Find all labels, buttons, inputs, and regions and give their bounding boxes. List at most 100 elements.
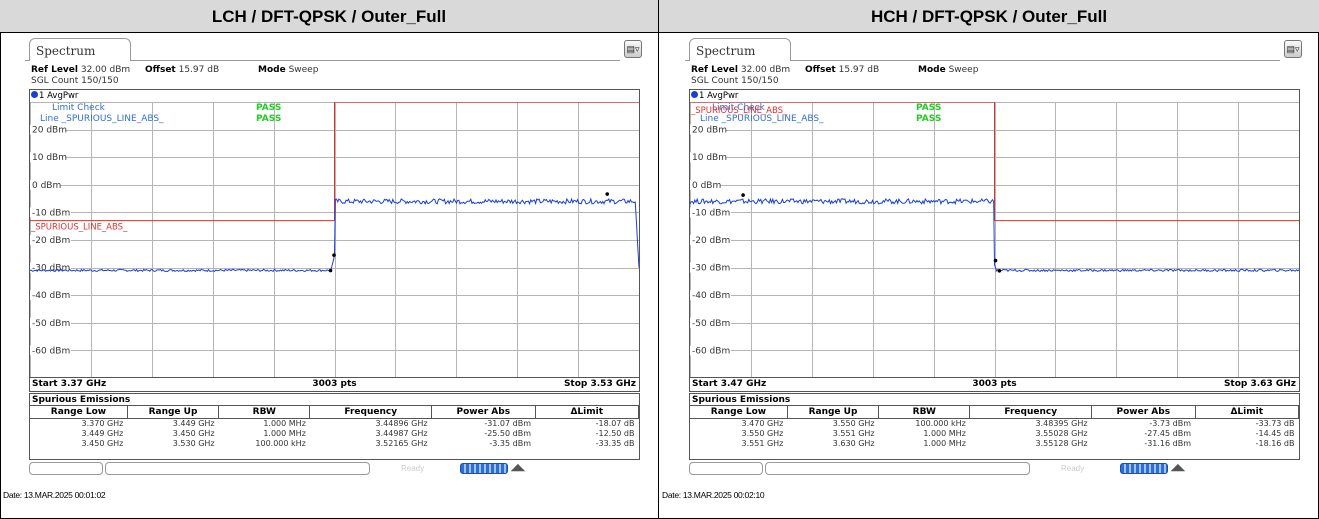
tab-divider bbox=[685, 60, 689, 61]
column-header: RBW bbox=[878, 406, 971, 419]
panel-left: LCH / DFT-QPSK / Outer_Full Spectrum ▤▿ … bbox=[0, 0, 659, 519]
table-row: 3.550 GHz 3.551 GHz 1.000 MHz 3.55028 GHz -2… bbox=[690, 429, 1299, 439]
table-row: 3.470 GHz 3.550 GHz 100.000 kHz 3.48395 GHz… bbox=[690, 418, 1299, 429]
table-cell: -3.35 dBm bbox=[489, 438, 532, 448]
table-cell: 3.550 GHz bbox=[741, 428, 784, 438]
progress-bar bbox=[1120, 463, 1168, 474]
peak-marker bbox=[328, 268, 333, 273]
table-cell: -33.35 dB bbox=[595, 438, 635, 448]
y-tick-label: 0 dBm bbox=[692, 181, 721, 191]
table-cell: -12.50 dB bbox=[595, 428, 635, 438]
limit-line-name: _SPURIOUS_LINE_ABS_ bbox=[30, 223, 128, 233]
table-cell: -18.16 dB bbox=[1255, 438, 1295, 448]
table-cell: 3.550 GHz bbox=[832, 418, 875, 428]
settings-dropdown-icon[interactable]: ▤▿ bbox=[1284, 40, 1302, 58]
measuring-icon: ◢◣ bbox=[511, 462, 525, 472]
sgl-count: SGL Count 150/150 bbox=[31, 76, 119, 86]
column-header: ΔLimit bbox=[1195, 406, 1300, 419]
spurious-emissions-table: Spurious Emissions Range Low Range Up RBW F… bbox=[689, 393, 1300, 460]
trace-label-text: 1 AvgPwr bbox=[699, 91, 739, 101]
column-header: RBW bbox=[218, 406, 311, 419]
ref-level-label: Ref Level bbox=[31, 65, 78, 75]
status-ready: Ready bbox=[401, 464, 425, 473]
y-tick-label: -30 dBm bbox=[32, 264, 70, 274]
limit-check-label: Limit Check bbox=[52, 103, 106, 113]
measurement-info: Ref Level 32.00 dBm Offset 15.97 dB Mode… bbox=[31, 65, 318, 87]
y-tick-label: -30 dBm bbox=[692, 264, 730, 274]
y-tick-label-bg bbox=[30, 317, 71, 328]
y-tick-label: -20 dBm bbox=[32, 236, 70, 246]
sgl-count: SGL Count 150/150 bbox=[691, 76, 779, 86]
trace-dot-icon bbox=[31, 91, 38, 98]
tab-divider bbox=[25, 60, 29, 61]
progress-bar bbox=[460, 463, 508, 474]
analyzer-screenshot: Spectrum ▤▿ Ref Level 32.00 dBm Offset 1… bbox=[25, 38, 644, 475]
peak-marker bbox=[741, 193, 745, 197]
table-cell: 100.000 kHz bbox=[915, 418, 966, 428]
stop-frequency: Stop 3.53 GHz bbox=[563, 379, 636, 389]
table-cell: 3.55128 GHz bbox=[1035, 438, 1088, 448]
limit-line-label: Line _SPURIOUS_LINE_ABS_ bbox=[40, 114, 164, 124]
y-tick-label-bg bbox=[30, 124, 66, 135]
y-tick-label: -50 dBm bbox=[692, 319, 730, 329]
spectrum-diagram[interactable]: 1 AvgPwr 20 dBm 10 dBm 0 dBm -10 dBm -20 dBm… bbox=[689, 89, 1300, 392]
table-title: Spurious Emissions bbox=[690, 394, 1299, 406]
y-tick-label-bg bbox=[690, 152, 726, 163]
tab-spectrum[interactable]: Spectrum bbox=[29, 38, 131, 61]
table-cell: 3.530 GHz bbox=[172, 438, 215, 448]
status-ready: Ready bbox=[1061, 464, 1085, 473]
status-field[interactable] bbox=[29, 462, 103, 475]
offset-value: 15.97 dB bbox=[178, 65, 220, 75]
y-tick-label-bg bbox=[30, 235, 71, 245]
settings-dropdown-icon[interactable]: ▤▿ bbox=[624, 40, 642, 58]
table-cell: -14.45 dB bbox=[1255, 428, 1295, 438]
spectrum-diagram[interactable]: 1 AvgPwr 20 dBm 10 dBm 0 dBm -10 dBm -20 dBm… bbox=[29, 89, 640, 392]
table-cell: 3.450 GHz bbox=[172, 428, 215, 438]
plot-area: 20 dBm 10 dBm 0 dBm -10 dBm -20 dBm -30 dBm -4… bbox=[30, 102, 639, 378]
status-field[interactable] bbox=[689, 462, 763, 475]
x-axis-bar: Start 3.47 GHz 3003 pts Stop 3.63 GHz bbox=[690, 377, 1299, 391]
table-cell: 3.630 GHz bbox=[832, 438, 875, 448]
y-tick-label-bg bbox=[690, 124, 726, 135]
measurement-info: Ref Level 32.00 dBm Offset 15.97 dB Mode… bbox=[691, 65, 978, 87]
results-table: Range Low Range Up RBW Frequency Power Abs ΔL… bbox=[30, 406, 640, 449]
table-cell: 3.370 GHz bbox=[81, 418, 124, 428]
y-tick-label: 20 dBm bbox=[692, 126, 727, 136]
sweep-points: 3003 pts bbox=[972, 379, 1017, 389]
x-axis-bar: Start 3.37 GHz 3003 pts Stop 3.53 GHz bbox=[30, 377, 639, 391]
tab-spectrum[interactable]: Spectrum bbox=[689, 38, 791, 61]
table-cell: 3.44896 GHz bbox=[375, 418, 428, 428]
column-header: Range Up bbox=[127, 406, 220, 419]
column-header: Frequency bbox=[309, 406, 433, 419]
offset-label: Offset bbox=[805, 65, 836, 75]
table-row: 3.370 GHz 3.449 GHz 1.000 MHz 3.44896 GHz -3… bbox=[30, 418, 639, 429]
column-header: Frequency bbox=[969, 406, 1093, 419]
table-cell: 1.000 MHz bbox=[923, 428, 966, 438]
tab-divider bbox=[791, 60, 1280, 61]
results-table: Range Low Range Up RBW Frequency Power Abs ΔL… bbox=[690, 406, 1300, 449]
y-tick-label-bg bbox=[690, 290, 731, 301]
y-tick-label: -40 dBm bbox=[32, 291, 70, 301]
y-tick-label-bg bbox=[690, 262, 731, 273]
table-cell: 3.551 GHz bbox=[832, 428, 875, 438]
status-message-field[interactable] bbox=[105, 462, 370, 475]
table-row: 3.449 GHz 3.450 GHz 1.000 MHz 3.44987 GHz -2… bbox=[30, 429, 639, 439]
y-tick-label: -10 dBm bbox=[692, 208, 730, 218]
table-cell: 1.000 MHz bbox=[923, 438, 966, 448]
table-row: 3.551 GHz 3.630 GHz 1.000 MHz 3.55128 GHz -3… bbox=[690, 439, 1299, 449]
measuring-icon: ◢◣ bbox=[1171, 462, 1185, 472]
peak-marker bbox=[332, 253, 336, 257]
start-frequency: Start 3.47 GHz bbox=[692, 379, 767, 389]
column-header: Range Low bbox=[30, 406, 128, 419]
offset-label: Offset bbox=[145, 65, 176, 75]
stop-frequency: Stop 3.63 GHz bbox=[1223, 379, 1296, 389]
y-tick-label: 20 dBm bbox=[32, 126, 67, 136]
mode-value: Sweep bbox=[288, 65, 319, 75]
status-message-field[interactable] bbox=[765, 462, 1030, 475]
y-tick-label: -40 dBm bbox=[692, 291, 730, 301]
y-tick-label-bg bbox=[690, 207, 731, 218]
y-tick-label: -50 dBm bbox=[32, 319, 70, 329]
y-tick-label: -20 dBm bbox=[692, 236, 730, 246]
capture-date: Date: 13.MAR.2025 00:01:02 bbox=[3, 490, 106, 500]
panel-header: LCH / DFT-QPSK / Outer_Full bbox=[0, 0, 658, 33]
